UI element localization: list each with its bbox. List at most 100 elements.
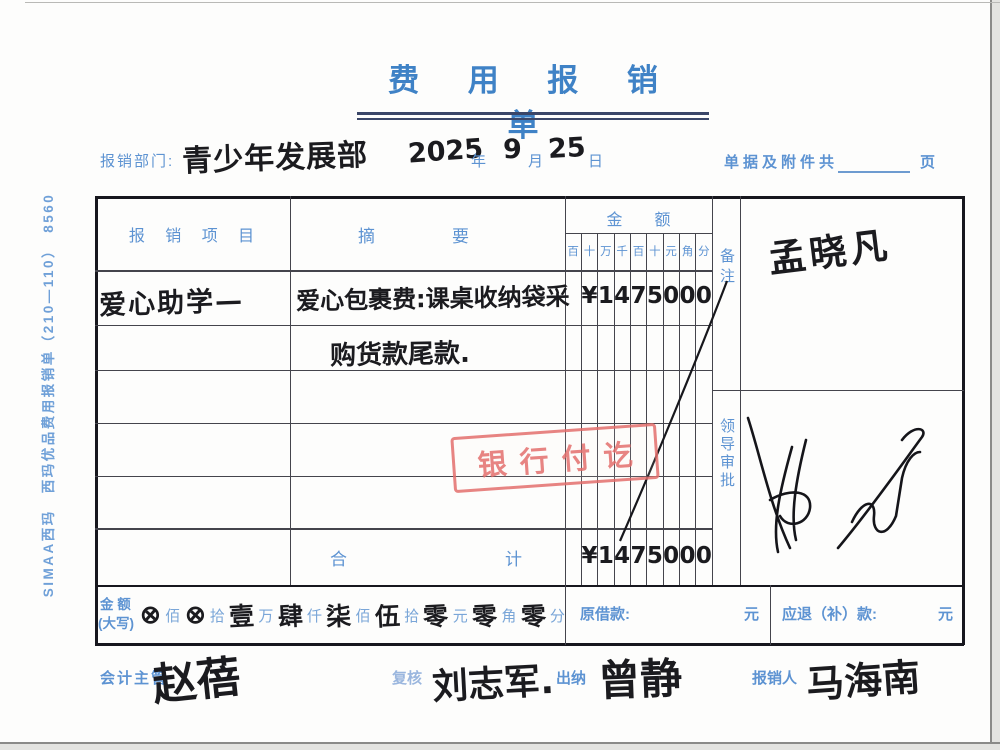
row-amount-digit: 0	[695, 283, 712, 309]
digit-header: 万	[600, 246, 612, 258]
month-label: 月	[528, 153, 544, 170]
approval-column-label: 领导审批	[718, 418, 735, 490]
amount-word-handwritten: 肆	[277, 602, 304, 632]
total-label-2: 计	[505, 550, 522, 569]
digit-header: 十	[649, 246, 661, 258]
form-title: 费 用 报 销 单	[388, 63, 678, 143]
amount-word-printed: 仟	[306, 607, 322, 625]
amount-word-printed: 角	[501, 607, 517, 625]
column-header-amount: 金 额	[606, 212, 671, 229]
row-amount-digit: 4	[614, 283, 631, 309]
amount-words-label-line1: 金 额	[100, 597, 131, 612]
amount-word-handwritten: 零	[471, 602, 498, 632]
scan-edge	[992, 0, 1000, 750]
total-amount-digit: 0	[663, 543, 680, 569]
row-amount-digit: 0	[679, 283, 696, 309]
amount-word-printed: 拾	[209, 607, 225, 625]
refund-unit: 元	[938, 606, 954, 623]
amount-words-label-line2: (大写)	[98, 616, 134, 631]
header-row-divider	[95, 270, 712, 272]
row-divider	[95, 370, 712, 371]
amount-in-words-sequence: ⊗ 佰 ⊗ 拾壹万肆仟柒佰伍拾零元零角零分	[139, 588, 565, 642]
cashier-signature: 曾静	[597, 653, 683, 706]
digit-header: 十	[583, 246, 596, 258]
scan-edge-line	[0, 742, 1000, 744]
digit-column-line	[695, 233, 696, 585]
digit-column-line	[663, 233, 664, 585]
amount-word-handwritten: ⊗	[183, 600, 207, 630]
amount-word-handwritten: ⊗	[139, 600, 162, 630]
amount-word-handwritten: 壹	[228, 602, 255, 632]
digit-header: 千	[616, 246, 628, 258]
digit-header: 百	[567, 246, 579, 258]
total-amount-digit: 1	[597, 543, 614, 569]
attachments-blank-line	[838, 171, 910, 173]
digit-column-line	[646, 233, 647, 585]
scan-edge-line	[25, 2, 1000, 3]
cashier-label: 出纳	[556, 670, 587, 687]
column-header-summary-1: 摘	[358, 227, 375, 246]
remark-column-label: 备注	[718, 248, 735, 288]
claimant-signature: 马海南	[804, 655, 922, 707]
row-amount-digit: 7	[630, 283, 647, 309]
total-label-1: 合	[330, 550, 347, 569]
total-amount-digit: 0	[695, 543, 712, 569]
digit-header: 角	[681, 246, 694, 258]
title-underline	[357, 112, 709, 115]
accounting-supervisor-signature: 赵蓓	[150, 651, 243, 712]
accounting-supervisor-label: 会计主管	[100, 670, 169, 687]
digit-header: 分	[698, 246, 710, 258]
department-label: 报销部门:	[100, 153, 175, 170]
digit-column-line	[679, 233, 680, 585]
amount-word-printed: 佰	[165, 607, 181, 625]
amount-word-printed: 分	[549, 607, 565, 625]
total-amount-digit	[565, 543, 581, 569]
digit-column-line	[581, 233, 582, 585]
row-divider	[95, 423, 712, 424]
date-month-handwritten: 9	[503, 134, 522, 165]
original-loan-unit: 元	[744, 606, 760, 623]
row-divider	[95, 325, 712, 326]
amount-word-printed: 元	[452, 607, 468, 625]
amount-remark-divider	[712, 196, 713, 585]
total-amount-digit: 5	[646, 543, 663, 569]
digit-column-line	[630, 233, 631, 585]
digit-header: 元	[665, 246, 677, 258]
attachments-label: 单据及附件共	[724, 154, 839, 171]
column-header-summary-2: 要	[452, 227, 469, 246]
remark-label-divider	[740, 196, 741, 585]
item-summary-divider	[290, 196, 291, 585]
table-border-left	[95, 196, 98, 645]
column-header-item: 报 销 项 目	[128, 228, 263, 245]
table-border-bottom	[95, 643, 964, 646]
digit-header-divider	[565, 233, 712, 234]
scan-edge	[0, 744, 1000, 750]
scan-edge-line	[990, 0, 992, 750]
row-divider	[95, 476, 712, 477]
amount-word-handwritten: 伍	[374, 602, 401, 632]
amount-words-divider	[95, 585, 964, 587]
amount-digit-headers: 百十万千百十元角分	[565, 243, 712, 259]
reviewer-signature: 刘志军.	[431, 660, 555, 709]
loan-refund-divider	[770, 585, 771, 645]
amount-word-handwritten: 零	[422, 602, 450, 632]
digit-column-line	[597, 233, 598, 585]
total-amount-digit: 7	[630, 543, 647, 569]
total-amount-digit: ¥	[581, 543, 598, 569]
row-amount-digit: 0	[663, 283, 680, 309]
day-label: 日	[588, 153, 604, 170]
total-amount-digits: ¥1 4 7 5 0 0 0	[565, 543, 712, 569]
amount-word-printed: 拾	[404, 607, 420, 625]
row-amount-digit: 1	[597, 283, 614, 309]
remark-approval-divider	[712, 390, 964, 391]
original-loan-label: 原借款:	[580, 606, 630, 623]
table-border-top	[95, 196, 964, 199]
amount-word-printed: 佰	[355, 607, 371, 625]
row-amount-digits: ¥1 4 7 5 0 0 0	[565, 283, 712, 309]
refund-label: 应退（补）款:	[782, 606, 877, 623]
row-amount-digit: 5	[646, 283, 663, 309]
digit-column-line	[614, 233, 615, 585]
reviewer-label: 复核	[392, 670, 423, 687]
